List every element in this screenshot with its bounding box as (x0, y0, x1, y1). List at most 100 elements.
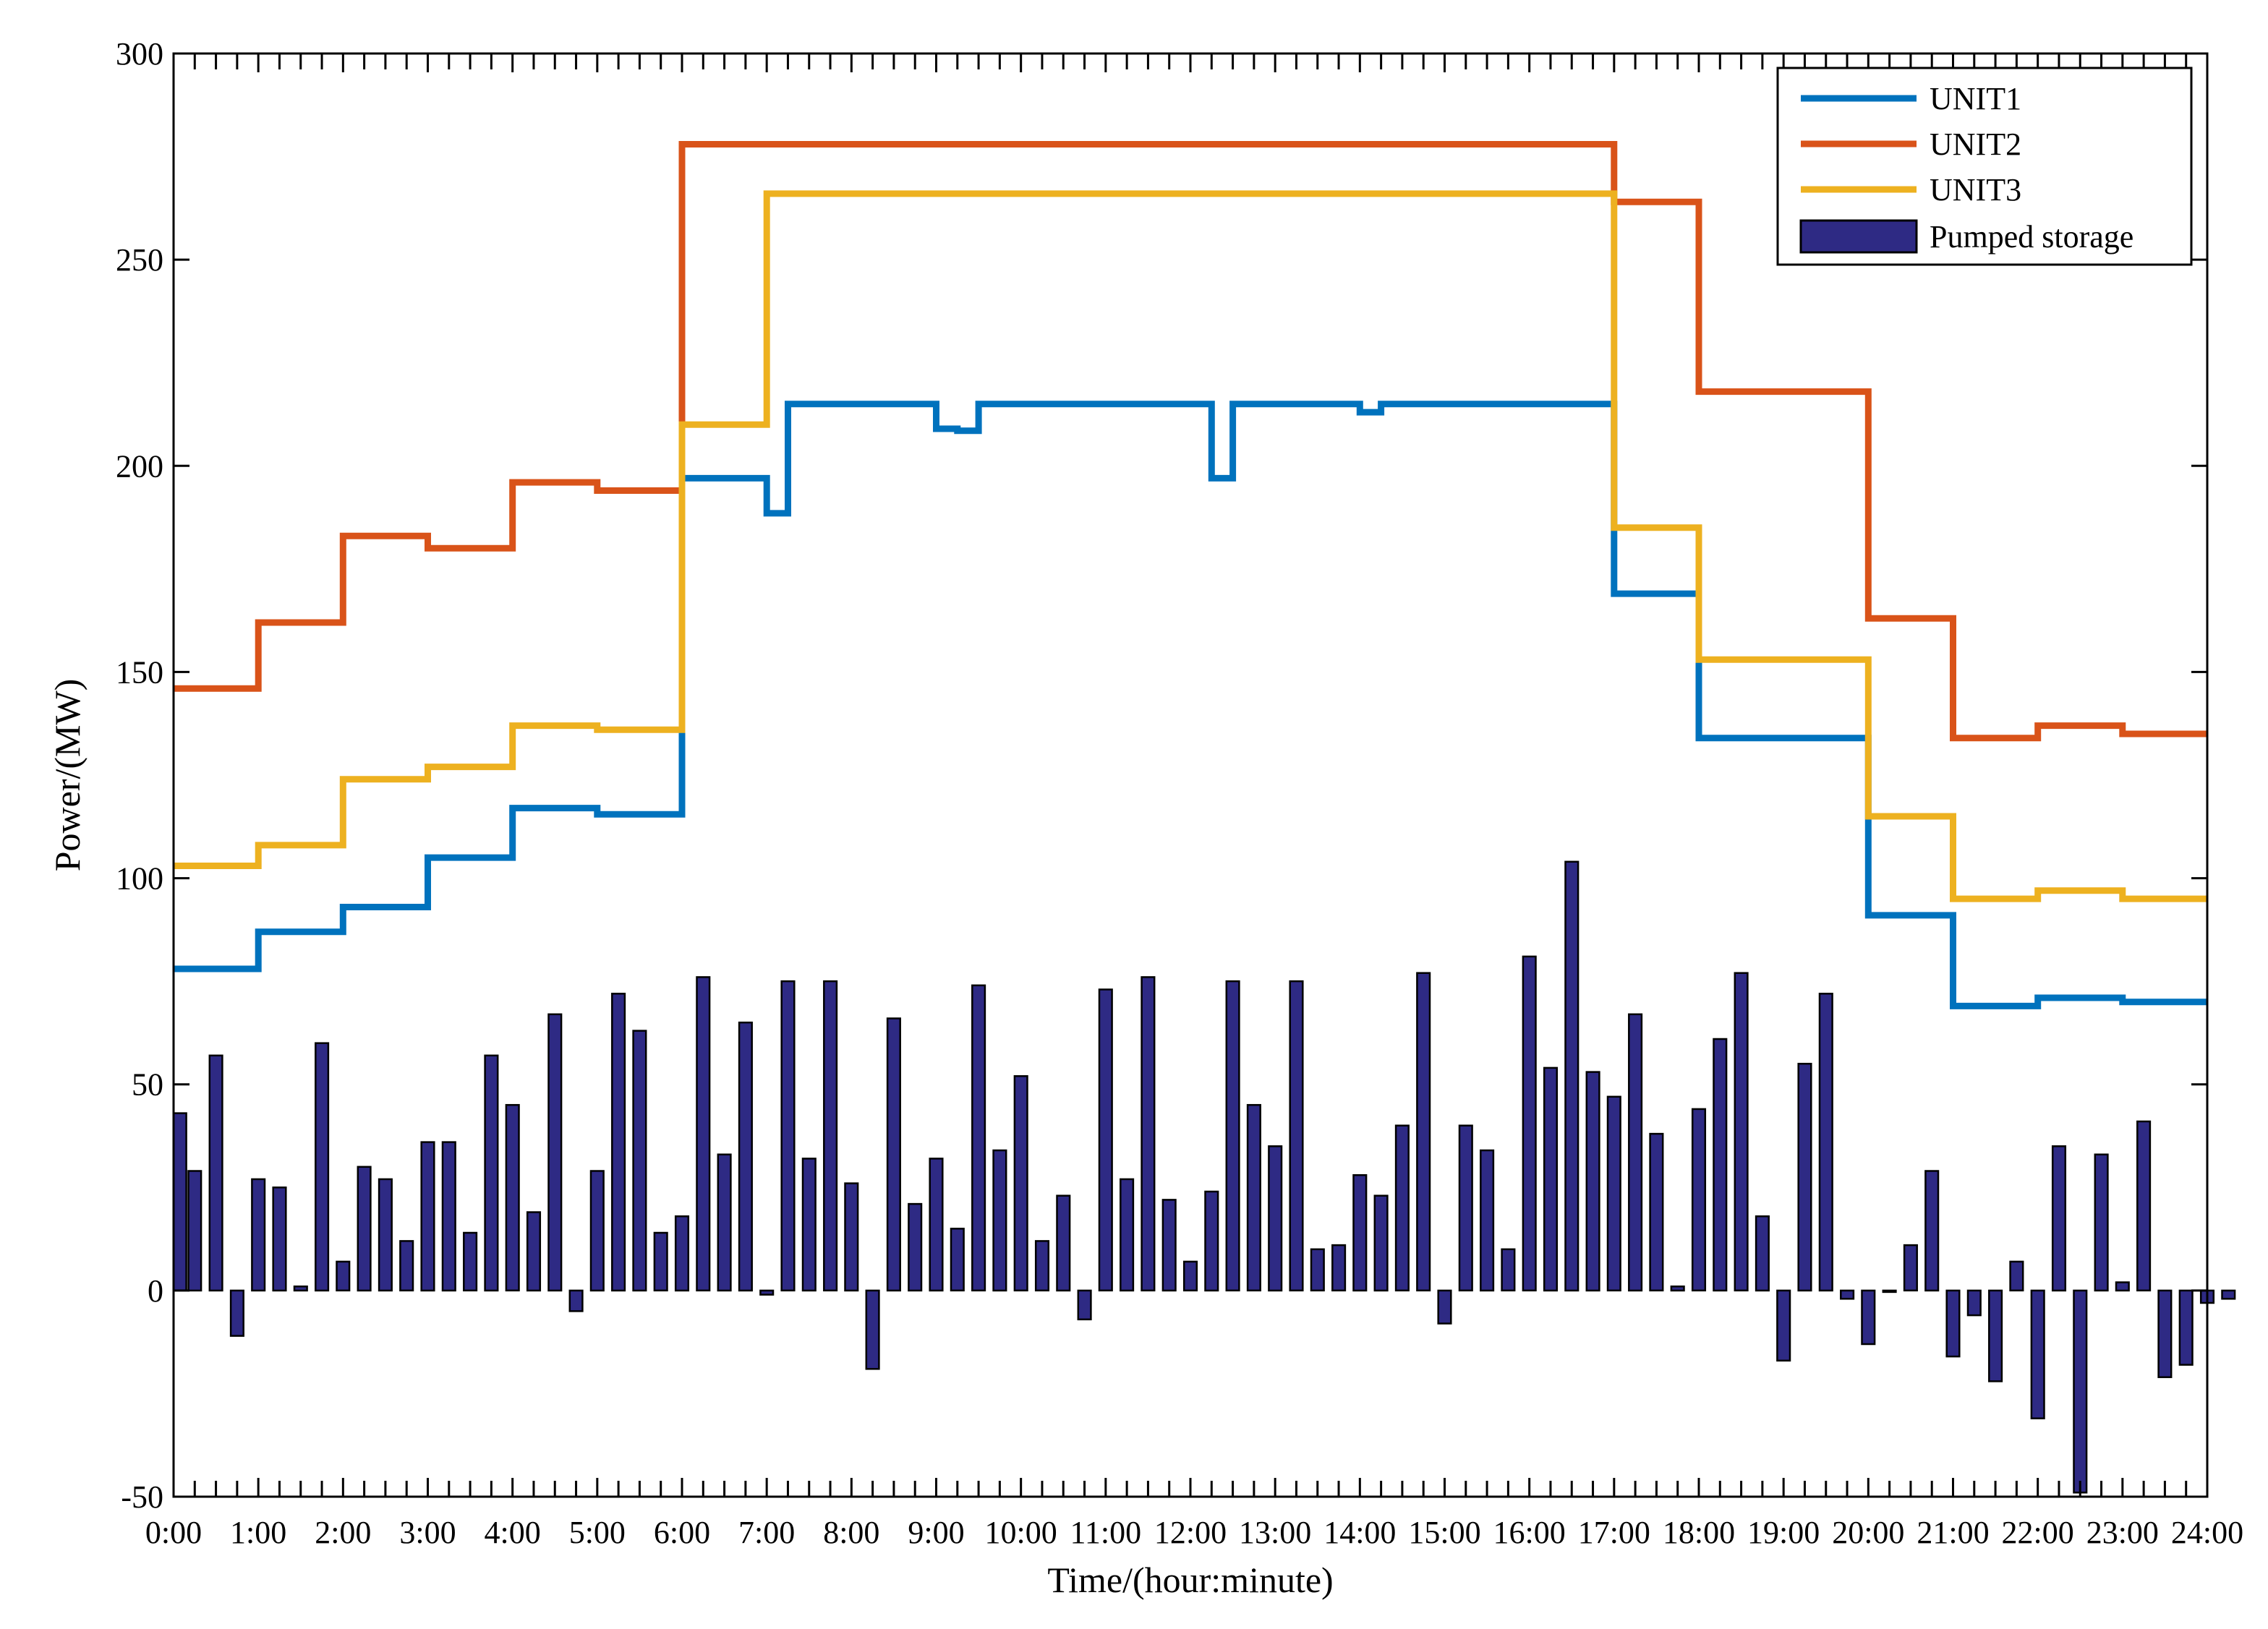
pumped-storage-bar (2009, 1260, 2024, 1292)
pumped-storage-bar (1352, 1173, 1368, 1292)
x-tick-label: 1:00 (230, 1515, 286, 1550)
y-tick-label: 100 (116, 861, 163, 897)
series-line-unit3 (174, 190, 2207, 902)
pumped-storage-bar (251, 1178, 266, 1292)
pumped-storage-bar (1120, 1178, 1135, 1292)
legend-label-unit3: UNIT3 (1930, 172, 2021, 208)
y-tick-label: -50 (121, 1479, 163, 1515)
pumped-storage-bar (1691, 1108, 1707, 1292)
pumped-storage-bar (1394, 1124, 1410, 1292)
pumped-storage-bar (1416, 972, 1431, 1292)
pumped-storage-bar (908, 1202, 923, 1292)
pumped-storage-bar (568, 1289, 584, 1312)
pumped-storage-bar (1310, 1248, 1325, 1292)
pumped-storage-bar (1585, 1071, 1600, 1292)
pumped-storage-bar (2136, 1120, 2152, 1292)
x-tick-label: 12:00 (1154, 1515, 1227, 1550)
pumped-storage-bar (886, 1017, 901, 1292)
series-line-unit2 (174, 141, 2207, 742)
pumped-storage-bar (801, 1158, 817, 1292)
x-tick-label: 11:00 (1070, 1515, 1142, 1550)
pumped-storage-bar (399, 1240, 414, 1292)
x-tick-label: 10:00 (985, 1515, 1057, 1550)
legend-label-pumped-storage: Pumped storage (1930, 219, 2133, 255)
pumped-storage-bar (971, 984, 986, 1292)
pumped-storage-bar (1480, 1149, 1495, 1292)
x-tick-label: 8:00 (823, 1515, 879, 1550)
pumped-storage-bar (272, 1187, 287, 1292)
pumped-storage-bar (1331, 1244, 1347, 1292)
pumped-storage-bar (632, 1030, 647, 1292)
pumped-storage-bar (1013, 1075, 1028, 1292)
pumped-storage-bar (1734, 972, 1749, 1292)
x-tick-label: 5:00 (569, 1515, 626, 1550)
pumped-storage-bar (1289, 980, 1304, 1292)
pumped-storage-bar (1204, 1190, 1219, 1292)
pumped-storage-bar (2030, 1289, 2045, 1419)
bars-layer (172, 860, 2236, 1494)
x-tick-label: 20:00 (1832, 1515, 1904, 1550)
pumped-storage-bar (780, 980, 796, 1292)
pumped-storage-bar (505, 1103, 520, 1292)
x-tick-label: 6:00 (654, 1515, 710, 1550)
x-tick-label: 19:00 (1747, 1515, 1820, 1550)
legend-label-unit2: UNIT2 (1930, 127, 2021, 162)
pumped-storage-bar (484, 1054, 499, 1292)
pumped-storage-bar (1161, 1199, 1177, 1292)
pumped-storage-bar (526, 1211, 542, 1292)
pumped-storage-bar (293, 1285, 308, 1292)
pumped-storage-bar (1034, 1240, 1050, 1292)
pumped-storage-bar (1713, 1038, 1728, 1292)
x-tick-label: 14:00 (1323, 1515, 1396, 1550)
pumped-storage-bar (187, 1170, 202, 1292)
pumped-storage-bar (1458, 1124, 1473, 1292)
pumped-storage-bar (1373, 1194, 1389, 1292)
x-tick-label: 16:00 (1493, 1515, 1566, 1550)
x-tick-labels: 0:00 1:00 2:00 3:00 4:00 5:00 6:00 7:00 8:00 9:00… (145, 1515, 2243, 1550)
lines-layer (174, 141, 2207, 1009)
pumped-storage-bar (2157, 1289, 2173, 1378)
y-tick-label: 300 (116, 36, 163, 72)
pumped-storage-bar (717, 1153, 732, 1292)
pumped-storage-bar (1988, 1289, 2003, 1382)
pumped-storage-bar (1564, 860, 1580, 1292)
pumped-storage-bar (992, 1149, 1007, 1292)
pumped-storage-bar (950, 1228, 965, 1292)
pumped-storage-bar (1606, 1095, 1621, 1292)
pumped-storage-bar (1776, 1289, 1791, 1362)
pumped-storage-bar (2221, 1289, 2236, 1300)
x-tick-label: 22:00 (2002, 1515, 2074, 1550)
pumped-storage-bar (1861, 1289, 1876, 1346)
pumped-storage-bar (865, 1289, 880, 1370)
pumped-storage-bar (1797, 1062, 1812, 1292)
y-tick-label: 150 (116, 654, 163, 690)
pumped-storage-bar (1840, 1289, 1855, 1300)
pumped-storage-bar (229, 1289, 244, 1337)
legend-swatch-pumped-storage (1799, 219, 1918, 254)
pumped-storage-bar (1882, 1289, 1897, 1294)
pumped-storage-bar (2073, 1289, 2088, 1494)
pumped-storage-bar (653, 1231, 668, 1292)
pumped-storage-bar (1501, 1248, 1516, 1292)
pumped-storage-bar (1543, 1066, 1559, 1292)
pumped-storage-bar (1924, 1170, 1940, 1292)
pumped-storage-bar (738, 1021, 753, 1292)
x-tick-label: 0:00 (145, 1515, 202, 1550)
pumped-storage-bar (844, 1182, 859, 1292)
x-axis-title: Time/(hour:minute) (1047, 1560, 1333, 1600)
x-tick-label: 18:00 (1663, 1515, 1735, 1550)
pumped-storage-bar (1077, 1289, 1092, 1321)
pumped-storage-bar (1818, 993, 1833, 1292)
y-tick-label: 200 (116, 448, 163, 484)
y-tick-labels: -50 0 50 100 150 200 250 300 (116, 36, 163, 1515)
pumped-storage-bar (441, 1141, 456, 1292)
pumped-storage-bar (463, 1231, 478, 1292)
x-tick-label: 21:00 (1917, 1515, 1989, 1550)
pumped-storage-bar (674, 1215, 690, 1292)
pumped-storage-bar (1141, 976, 1156, 1292)
x-tick-label: 24:00 (2171, 1515, 2243, 1550)
y-tick-label: 0 (148, 1273, 163, 1309)
pumped-storage-bar (1056, 1194, 1071, 1292)
pumped-storage-bar (823, 980, 838, 1292)
